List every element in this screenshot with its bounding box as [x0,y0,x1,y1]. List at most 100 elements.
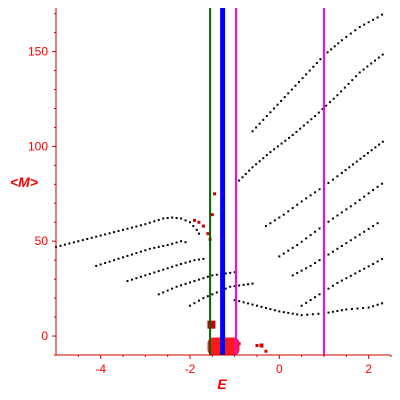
data-point [273,219,276,222]
data-point [153,220,156,223]
data-point [189,281,191,284]
data-point [305,267,308,270]
data-point [345,35,348,38]
data-point [269,222,272,225]
data-point [215,273,218,276]
data-point [130,226,133,229]
data-point [206,275,209,278]
data-point [184,241,187,244]
y-tick-label: 50 [35,234,49,248]
marker-large [207,320,216,329]
data-point [202,257,205,260]
data-point [354,202,357,205]
data-point [157,270,160,273]
data-point [224,287,227,290]
data-point [336,94,339,97]
marks-layer [55,13,384,356]
data-point [381,140,384,143]
data-point [247,302,250,305]
x-tick-label: 2 [365,362,372,376]
data-point [310,118,313,121]
data-point [157,218,160,221]
data-point [269,151,272,154]
data-point [197,232,200,235]
data-point [284,139,287,142]
data-point [336,281,339,284]
data-point [327,181,330,184]
data-point [374,146,377,149]
data-point [130,278,133,281]
data-point [352,163,355,166]
data-point [306,313,309,316]
marker-small [259,343,264,348]
data-point [358,270,361,273]
axes-layer [52,8,392,359]
data-point [280,142,283,145]
data-point [184,219,187,222]
data-point [202,297,205,300]
data-point [300,269,303,272]
data-point [264,306,267,309]
data-point [305,237,308,240]
data-point [331,250,334,253]
data-point [301,77,304,80]
data-point [355,160,358,163]
data-point [197,258,200,261]
y-tick-label: 0 [41,329,48,343]
data-point [363,195,366,198]
data-point [299,127,302,130]
data-point [269,308,272,311]
data-point [362,307,365,310]
data-point [319,58,322,61]
data-point [260,305,263,308]
data-point [153,246,156,249]
data-point [356,307,359,310]
data-point [63,243,66,246]
data-point [282,252,285,255]
data-point [327,287,330,290]
data-point [306,121,309,124]
data-point [343,86,346,89]
data-point [370,62,373,65]
data-point [180,217,183,220]
data-point [344,169,347,172]
data-point [189,260,191,263]
data-point [206,295,209,298]
data-point [171,287,174,290]
data-point [354,272,357,275]
data-point [377,56,380,59]
data-point [340,90,343,93]
data-point [372,305,375,308]
data-point [238,300,241,303]
data-point [366,152,369,155]
data-point [328,101,331,104]
data-point [297,80,300,83]
data-point [358,233,361,236]
data-point [363,23,366,26]
data-point [340,39,343,42]
data-point [197,299,200,302]
data-point [308,69,311,72]
data-point [269,111,272,114]
data-point [139,275,142,278]
data-point [238,284,241,287]
data-point [272,107,275,110]
data-point [193,259,196,262]
data-point [381,182,384,185]
data-point [381,53,384,56]
data-point [340,244,343,247]
data-point [283,96,286,99]
data-point [332,97,335,100]
data-point [233,285,236,288]
data-point [122,256,124,259]
data-point [184,261,187,264]
data-point [366,65,369,68]
data-point [166,289,169,292]
data-point [162,268,165,271]
data-point [376,260,379,263]
data-point [305,197,308,200]
data-point [242,283,245,286]
data-point [376,185,379,188]
vertical-lines-layer [209,8,325,355]
x-tick-label: -4 [95,362,106,376]
